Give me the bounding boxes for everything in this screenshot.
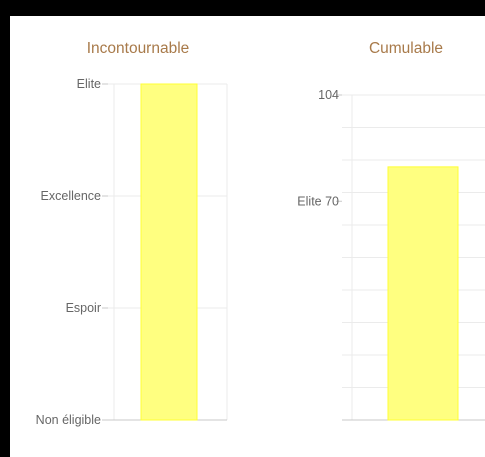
y-tick-label: Non éligible xyxy=(36,413,101,427)
bar[interactable] xyxy=(140,83,198,421)
chart-title: Cumulable xyxy=(369,40,443,57)
y-tick-label: Espoir xyxy=(66,301,101,315)
window-frame-left xyxy=(0,0,10,457)
chart-cumulable: Cumulable 104 Elite 70 xyxy=(297,40,485,421)
chart-title: Incontournable xyxy=(87,40,190,57)
window-frame-top xyxy=(0,0,485,16)
y-tick-label: Excellence xyxy=(41,189,101,203)
chart-incontournable: Incontournable Non éligible Espoir Excelle… xyxy=(36,40,228,427)
y-tick-label: Elite 70 xyxy=(297,194,339,208)
y-tick-label: Elite xyxy=(77,77,101,91)
y-tick-label: 104 xyxy=(318,88,339,102)
bar[interactable] xyxy=(387,166,459,421)
